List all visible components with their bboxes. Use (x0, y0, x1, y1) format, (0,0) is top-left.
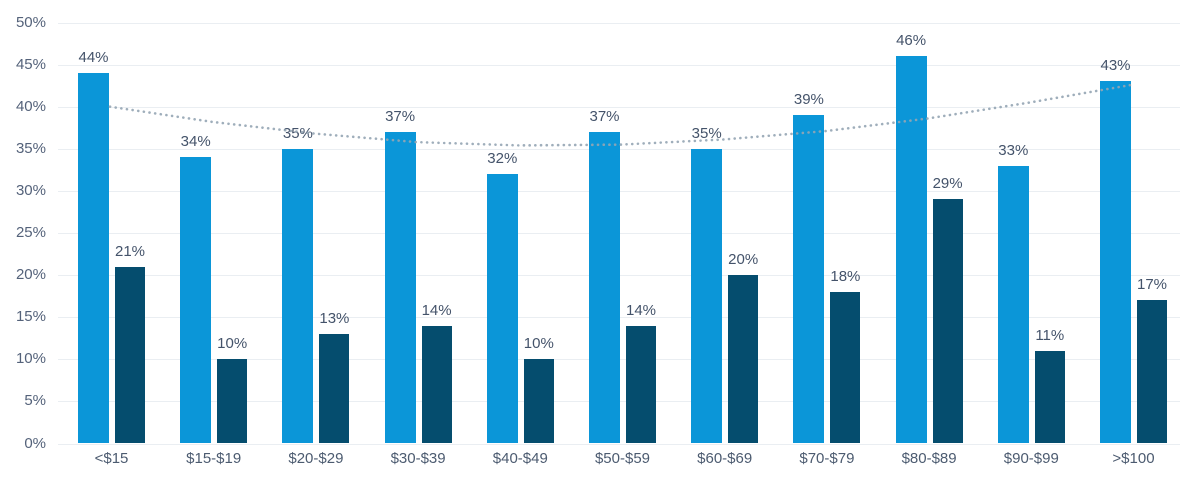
bar-value-label: 11% (1035, 326, 1065, 344)
y-axis-tick-label: 10% (15, 350, 46, 368)
bar-dark (626, 325, 656, 444)
bar-light (78, 73, 109, 444)
y-axis-tick-label: 15% (15, 308, 46, 326)
x-axis-tick-label: <$15 (94, 450, 129, 467)
bar-value-label: 37% (385, 107, 416, 125)
bar-light (895, 56, 927, 444)
bar-value-label: 20% (728, 251, 759, 269)
bar-light (691, 148, 723, 444)
x-axis-tick-label: $15-$19 (186, 450, 242, 467)
bar-value-label: 46% (896, 32, 927, 50)
bar-value-label: 44% (78, 49, 109, 67)
gridline (58, 22, 1180, 24)
bar-value-label: 13% (319, 310, 350, 328)
bar-value-label: 34% (180, 133, 211, 151)
bar-light (997, 165, 1029, 444)
gridline (58, 64, 1180, 66)
y-axis-tick-label: 50% (15, 13, 46, 31)
bar-value-label: 14% (625, 301, 657, 319)
bar-value-label: 29% (932, 175, 963, 193)
bar-value-label: 35% (691, 124, 722, 142)
bar-value-label: 10% (217, 335, 248, 353)
bar-value-label: 32% (487, 150, 518, 168)
y-axis-tick-label: 35% (15, 139, 46, 157)
bar-dark (217, 359, 248, 444)
bar-light (486, 174, 518, 444)
x-axis-tick-label: $70-$79 (799, 450, 855, 467)
bar-light (282, 148, 314, 444)
x-axis-tick-label: $90-$99 (1003, 450, 1059, 467)
bar-dark (830, 291, 861, 444)
bar-light (589, 131, 620, 444)
bar-value-label: 18% (830, 267, 861, 285)
bar-value-label: 17% (1136, 276, 1168, 294)
y-axis-tick-label: 30% (15, 181, 46, 199)
y-axis-tick-label: 25% (15, 224, 46, 241)
x-axis-tick-label: $60-$69 (697, 450, 753, 467)
y-axis-tick-label: 0% (24, 434, 46, 452)
bar-dark (319, 334, 350, 444)
bar-value-label: 14% (421, 301, 452, 319)
y-axis-tick-label: 20% (15, 266, 46, 284)
bar-light (1100, 81, 1131, 444)
bar-value-label: 21% (114, 242, 146, 260)
bar-value-label: 37% (589, 107, 620, 125)
bar-dark (932, 199, 963, 444)
bar-dark (1137, 300, 1167, 444)
gridline (58, 443, 1180, 445)
bar-value-label: 39% (793, 91, 824, 109)
x-axis-tick-label: $20-$29 (288, 450, 344, 467)
bar-dark (1034, 350, 1065, 444)
bar-value-label: 35% (282, 124, 313, 142)
x-axis-tick-label: $50-$59 (594, 450, 651, 467)
bar-value-label: 33% (998, 141, 1029, 159)
bar-dark (421, 325, 452, 444)
bar-value-label: 43% (1100, 57, 1131, 75)
bar-light (180, 157, 212, 444)
x-axis-tick-label: $40-$49 (492, 450, 548, 467)
bar-value-label: 10% (523, 335, 554, 353)
x-axis-tick-label: >$100 (1112, 450, 1155, 467)
bar-dark (523, 359, 554, 444)
x-axis-tick-label: $30-$39 (390, 450, 446, 467)
bar-dark (728, 275, 759, 444)
bar-dark (115, 266, 145, 444)
y-axis-tick-label: 45% (15, 55, 46, 73)
y-axis-tick-label: 5% (24, 392, 46, 410)
bar-light (384, 131, 416, 444)
y-axis-tick-label: 40% (15, 97, 46, 115)
x-axis-tick-label: $80-$89 (901, 450, 957, 467)
bar-light (793, 115, 825, 444)
